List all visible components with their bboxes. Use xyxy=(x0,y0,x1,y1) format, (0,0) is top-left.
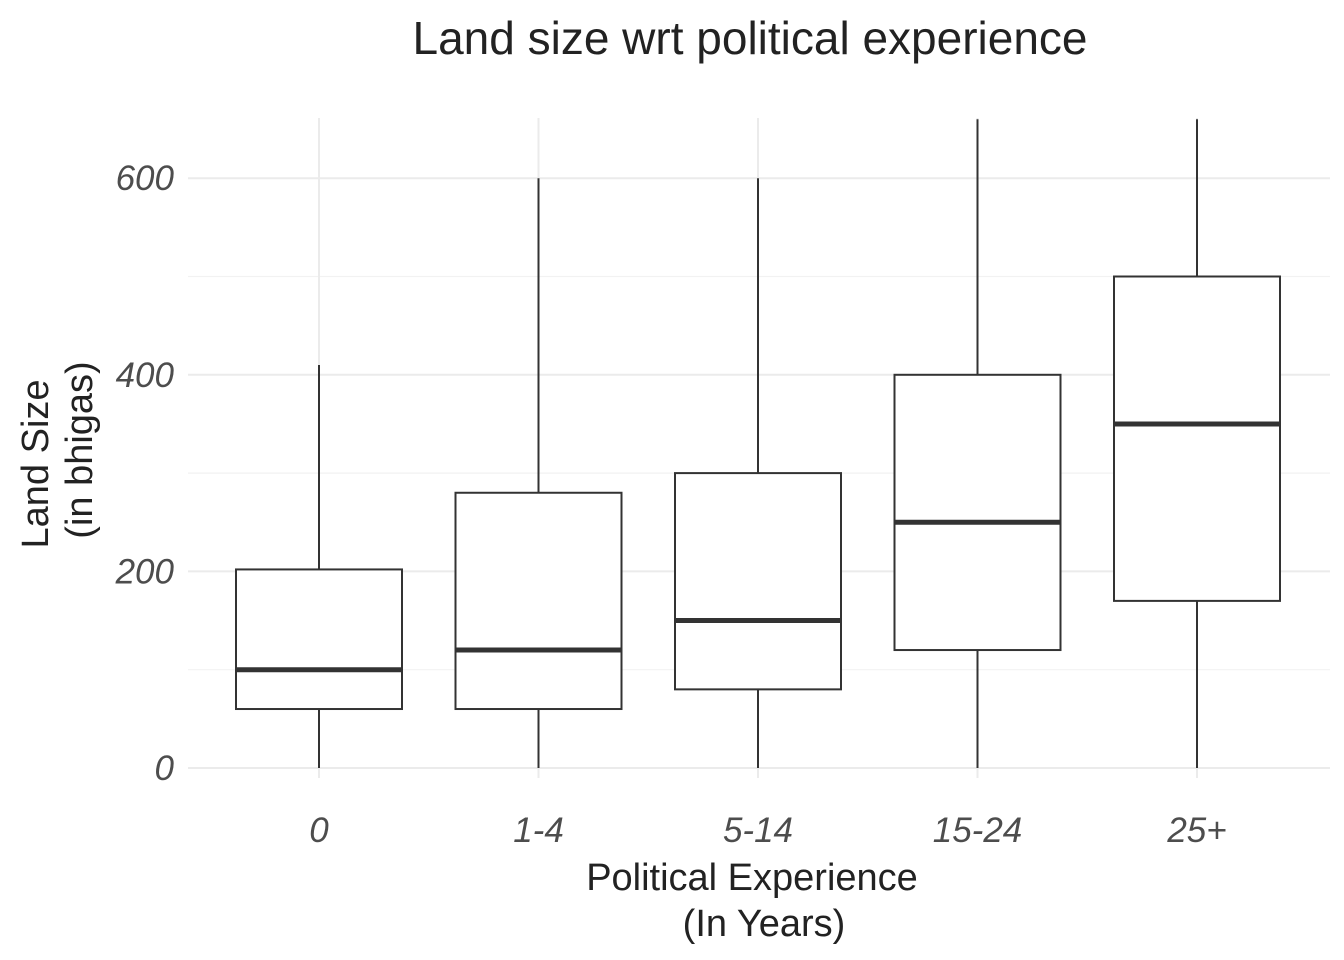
x-axis-ticks: 0 1-4 5-14 15-24 25+ xyxy=(309,811,1226,850)
chart-title: Land size wrt political experience xyxy=(412,12,1087,64)
box-25+ xyxy=(1113,119,1281,768)
x-tick-label: 0 xyxy=(309,811,329,850)
boxes xyxy=(235,119,1281,768)
y-axis-ticks: 0 200 400 600 xyxy=(115,159,175,788)
x-axis-title-line-2: (In Years) xyxy=(683,903,846,945)
box-body xyxy=(674,472,842,691)
box-body xyxy=(893,373,1062,652)
box-1-4 xyxy=(454,178,623,768)
box-0 xyxy=(235,364,403,768)
x-tick-label: 5-14 xyxy=(723,811,793,850)
box-15-24 xyxy=(893,119,1062,768)
box-body xyxy=(1113,275,1281,602)
y-tick-label: 600 xyxy=(116,159,175,198)
y-axis-title-line-2: (in bhigas) xyxy=(59,361,101,538)
y-tick-label: 400 xyxy=(116,356,175,395)
box-body xyxy=(454,491,623,711)
y-tick-label: 200 xyxy=(115,552,175,591)
x-tick-label: 25+ xyxy=(1166,811,1226,850)
x-tick-label: 15-24 xyxy=(933,811,1023,850)
x-axis-title-line-1: Political Experience xyxy=(586,857,918,899)
box-body xyxy=(235,568,403,711)
box-5-14 xyxy=(674,178,842,768)
y-tick-label: 0 xyxy=(155,749,175,788)
x-tick-label: 1-4 xyxy=(513,811,564,850)
y-axis-title-line-1: Land Size xyxy=(15,379,57,548)
